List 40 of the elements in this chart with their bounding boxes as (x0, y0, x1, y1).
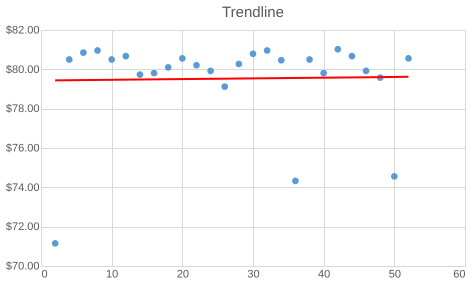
point (52, 240, 58, 247)
point (405, 54, 412, 62)
point (80, 49, 87, 56)
point (221, 83, 228, 90)
y-tick-label: $72.00 (6, 221, 40, 234)
x-tick-label: 50 (388, 268, 401, 280)
point (278, 56, 285, 64)
point (150, 70, 158, 76)
x-tick-label: 20 (176, 268, 189, 280)
y-tick-label: $76.00 (6, 142, 40, 154)
point (250, 50, 256, 58)
y-tick-label: $70.00 (6, 260, 40, 272)
x-tick-label: 30 (247, 268, 260, 280)
chart-title: Trendline (222, 4, 284, 21)
point (94, 47, 101, 54)
point (207, 68, 214, 74)
point (178, 54, 186, 62)
point (348, 52, 356, 60)
x-tick-label: 10 (106, 268, 118, 280)
point (122, 52, 130, 60)
x-tick-label: 60 (453, 268, 466, 280)
point (164, 64, 172, 71)
y-tick-label: $78.00 (6, 103, 40, 116)
point (236, 60, 242, 68)
point (292, 177, 299, 184)
point (334, 46, 342, 53)
x-tick-label: 0 (42, 268, 48, 280)
point (264, 47, 270, 54)
x-tick-label: 40 (318, 268, 330, 280)
point (320, 70, 328, 76)
y-tick-label: $80.00 (6, 64, 40, 76)
point (362, 68, 370, 74)
y-tick-label: $82.00 (6, 24, 40, 36)
y-tick-label: $74.00 (6, 182, 40, 194)
point (66, 56, 73, 63)
point (136, 71, 144, 78)
point (306, 56, 313, 63)
point (108, 56, 116, 63)
point (193, 62, 200, 69)
point (390, 172, 398, 180)
